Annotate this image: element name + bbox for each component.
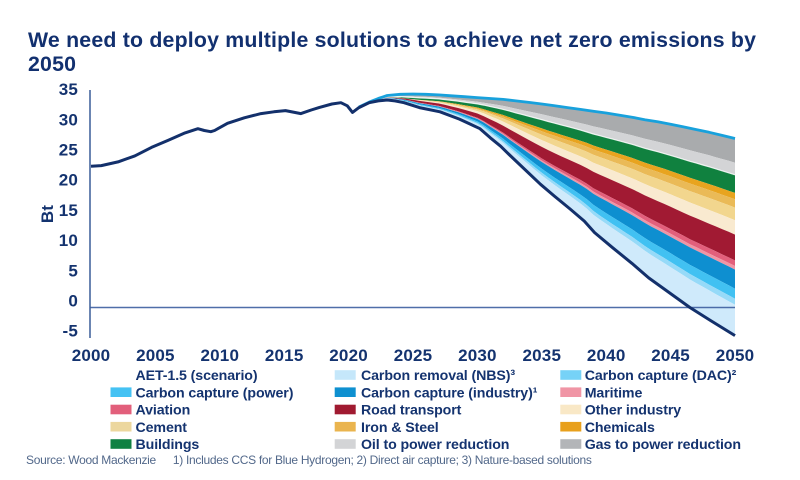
- svg-text:Carbon capture (DAC)²: Carbon capture (DAC)²: [585, 368, 737, 384]
- svg-text:30: 30: [59, 110, 78, 129]
- svg-text:Carbon removal (NBS)³: Carbon removal (NBS)³: [361, 368, 515, 384]
- svg-text:2010: 2010: [200, 346, 239, 365]
- svg-text:0: 0: [68, 292, 78, 311]
- svg-text:-5: -5: [62, 322, 78, 341]
- svg-text:Bt: Bt: [38, 205, 57, 223]
- svg-text:Road transport: Road transport: [361, 403, 462, 419]
- svg-text:35: 35: [59, 80, 78, 99]
- svg-text:Buildings: Buildings: [136, 437, 200, 453]
- svg-text:25: 25: [59, 141, 78, 160]
- svg-text:AET-1.5 (scenario): AET-1.5 (scenario): [136, 368, 258, 384]
- svg-text:5: 5: [68, 261, 78, 280]
- svg-text:Carbon capture (power): Carbon capture (power): [136, 385, 294, 401]
- svg-text:2025: 2025: [394, 346, 433, 365]
- svg-text:20: 20: [59, 171, 78, 190]
- svg-text:10: 10: [59, 231, 78, 250]
- svg-text:Carbon capture (industry)¹: Carbon capture (industry)¹: [361, 385, 538, 401]
- svg-text:Cement: Cement: [136, 420, 188, 436]
- svg-text:2020: 2020: [329, 346, 368, 365]
- svg-text:15: 15: [59, 201, 78, 220]
- svg-text:2035: 2035: [522, 346, 561, 365]
- svg-text:Oil to power reduction: Oil to power reduction: [361, 437, 509, 453]
- svg-text:Aviation: Aviation: [136, 403, 191, 419]
- svg-text:2050: 2050: [716, 346, 755, 365]
- svg-text:Other industry: Other industry: [585, 403, 682, 419]
- svg-text:2005: 2005: [136, 346, 175, 365]
- svg-text:2015: 2015: [265, 346, 304, 365]
- svg-text:Maritime: Maritime: [585, 385, 643, 401]
- svg-text:2040: 2040: [587, 346, 626, 365]
- svg-text:Gas to power reduction: Gas to power reduction: [585, 437, 741, 453]
- svg-text:Iron & Steel: Iron & Steel: [361, 420, 439, 436]
- svg-text:2000: 2000: [72, 346, 111, 365]
- svg-text:Chemicals: Chemicals: [585, 420, 655, 436]
- svg-text:2045: 2045: [651, 346, 690, 365]
- svg-text:2030: 2030: [458, 346, 497, 365]
